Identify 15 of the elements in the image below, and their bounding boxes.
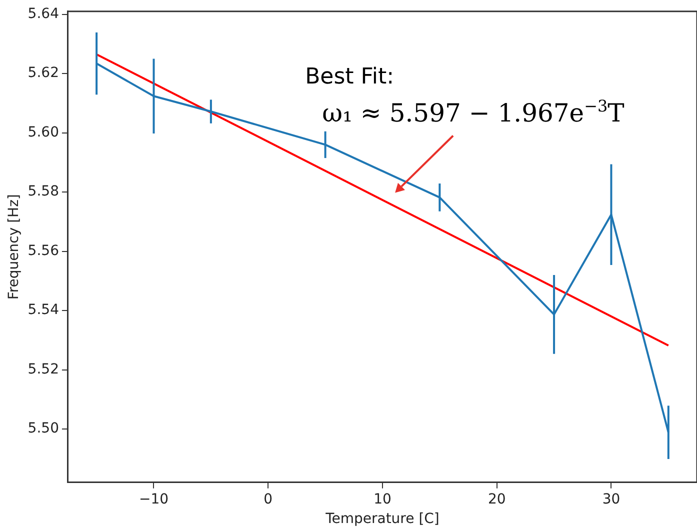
x-tick-label: 30 xyxy=(602,491,620,508)
y-tick-label: 5.54 xyxy=(28,302,60,318)
x-axis-title: Temperature [C] xyxy=(324,511,440,528)
x-tick-label: 10 xyxy=(374,491,392,508)
x-tick-label: 0 xyxy=(264,491,273,508)
y-tick-label: 5.60 xyxy=(28,124,59,140)
y-tick-label: 5.52 xyxy=(28,361,59,378)
y-tick-label: 5.64 xyxy=(28,6,60,22)
x-tick-label: −10 xyxy=(138,491,169,508)
y-axis-title: Frequency [Hz] xyxy=(6,194,22,300)
y-tick-label: 5.50 xyxy=(28,420,59,437)
y-tick-label: 5.58 xyxy=(28,184,59,200)
x-tick-label: 20 xyxy=(488,491,506,508)
y-tick-label: 5.62 xyxy=(28,65,59,82)
y-tick-label: 5.56 xyxy=(28,242,60,259)
